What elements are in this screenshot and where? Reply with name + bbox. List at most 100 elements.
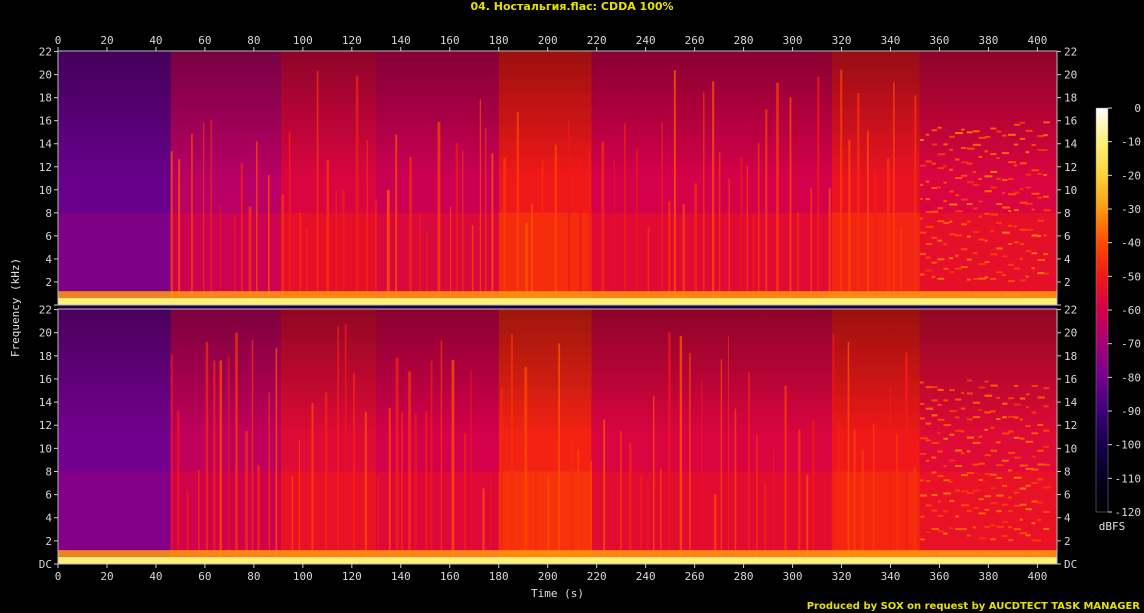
transient-streak-ch2 bbox=[364, 412, 367, 564]
colorbar-tick-label: -90 bbox=[1121, 405, 1141, 418]
harmonic-dash-ch1 bbox=[925, 133, 930, 136]
x-tick-label: 300 bbox=[783, 34, 803, 47]
harmonic-dash-ch2 bbox=[925, 407, 934, 410]
transient-streak-ch2 bbox=[629, 443, 632, 564]
colorbar-tick-label: -50 bbox=[1121, 270, 1141, 283]
harmonic-dash-ch1 bbox=[937, 153, 946, 156]
x-tick-label: 0 bbox=[55, 34, 62, 47]
y-tick-label: 8 bbox=[45, 465, 52, 478]
harmonic-dash-ch2 bbox=[949, 389, 955, 392]
harmonic-dash-ch1 bbox=[1019, 201, 1028, 204]
transient-streak-ch2 bbox=[720, 359, 722, 564]
transient-streak-ch2 bbox=[425, 411, 428, 564]
x-tick-label: 220 bbox=[587, 34, 607, 47]
harmonic-dash-ch2 bbox=[972, 489, 980, 492]
harmonic-dash-ch1 bbox=[937, 207, 943, 210]
colorbar-tick-label: -10 bbox=[1121, 136, 1141, 149]
harmonic-dash-ch1 bbox=[937, 126, 942, 129]
harmonic-dash-ch1 bbox=[931, 143, 937, 146]
y-tick-label: 20 bbox=[39, 69, 52, 82]
harmonic-dash-ch1 bbox=[919, 273, 925, 276]
harmonic-dash-ch1 bbox=[949, 257, 953, 260]
harmonic-dash-ch2 bbox=[937, 514, 944, 517]
harmonic-dash-ch1 bbox=[1043, 195, 1049, 198]
harmonic-dash-ch1 bbox=[1019, 121, 1025, 124]
chart-title: 04. Ностальгия.flac: CDDA 100% bbox=[470, 0, 674, 13]
harmonic-dash-ch1 bbox=[1013, 123, 1021, 126]
harmonic-dash-ch1 bbox=[978, 263, 986, 266]
harmonic-dash-ch2 bbox=[931, 399, 938, 402]
harmonic-dash-ch2 bbox=[972, 463, 980, 466]
harmonic-dash-ch2 bbox=[996, 441, 1001, 444]
harmonic-dash-ch2 bbox=[949, 480, 953, 483]
harmonic-dash-ch2 bbox=[955, 416, 960, 419]
harmonic-dash-ch1 bbox=[949, 190, 954, 193]
transient-streak-ch1 bbox=[636, 149, 638, 305]
harmonic-dash-ch2 bbox=[1037, 423, 1044, 426]
harmonic-dash-ch1 bbox=[1037, 235, 1041, 238]
y-tick-label: 2 bbox=[1064, 276, 1071, 289]
harmonic-dash-ch1 bbox=[955, 267, 962, 270]
harmonic-dash-ch1 bbox=[937, 277, 945, 280]
harmonic-dash-ch1 bbox=[937, 220, 945, 223]
harmonic-dash-ch2 bbox=[966, 418, 973, 421]
colorbar-tick-label: -110 bbox=[1115, 472, 1142, 485]
harmonic-dash-ch1 bbox=[937, 239, 942, 242]
harmonic-dash-ch1 bbox=[984, 276, 989, 279]
harmonic-dash-ch1 bbox=[1031, 252, 1038, 255]
transient-streak-ch2 bbox=[797, 429, 801, 564]
harmonic-dash-ch1 bbox=[1002, 255, 1008, 258]
transient-streak-ch1 bbox=[892, 82, 895, 305]
transient-streak-ch1 bbox=[673, 70, 676, 305]
harmonic-dash-ch1 bbox=[1037, 196, 1043, 199]
harmonic-dash-ch2 bbox=[984, 394, 993, 397]
harmonic-dash-ch2 bbox=[1008, 415, 1015, 418]
harmonic-dash-ch1 bbox=[931, 236, 937, 239]
transient-streak-ch2 bbox=[257, 465, 260, 564]
harmonic-dash-ch1 bbox=[949, 220, 953, 223]
harmonic-dash-ch2 bbox=[937, 530, 944, 533]
harmonic-dash-ch2 bbox=[925, 480, 931, 483]
dc-band-ch1 bbox=[58, 298, 1057, 305]
transient-streak-ch2 bbox=[451, 359, 455, 564]
harmonic-dash-ch2 bbox=[990, 426, 995, 429]
transient-streak-ch1 bbox=[203, 122, 205, 305]
transient-streak-ch1 bbox=[623, 123, 626, 306]
harmonic-dash-ch2 bbox=[972, 416, 981, 419]
transient-streak-ch2 bbox=[558, 343, 561, 564]
harmonic-dash-ch2 bbox=[984, 428, 988, 431]
transient-streak-ch2 bbox=[414, 413, 417, 564]
y-tick-label: 8 bbox=[1064, 465, 1071, 478]
harmonic-dash-ch1 bbox=[919, 217, 923, 220]
x-tick-label: 100 bbox=[293, 34, 313, 47]
harmonic-dash-ch1 bbox=[972, 171, 977, 174]
transient-streak-ch1 bbox=[810, 188, 813, 305]
y-tick-label: 18 bbox=[1064, 350, 1077, 363]
harmonic-dash-ch1 bbox=[919, 253, 926, 256]
harmonic-dash-ch2 bbox=[925, 504, 932, 507]
harmonic-dash-ch2 bbox=[1031, 482, 1038, 485]
y-tick-label: 18 bbox=[39, 92, 52, 105]
transient-streak-ch1 bbox=[248, 206, 252, 305]
harmonic-dash-ch1 bbox=[1019, 137, 1026, 140]
harmonic-dash-ch2 bbox=[1019, 532, 1028, 535]
y-tick-label: 10 bbox=[1064, 442, 1077, 455]
transient-streak-ch2 bbox=[245, 431, 248, 564]
harmonic-dash-ch2 bbox=[1025, 440, 1033, 443]
colorbar-tick-label: -60 bbox=[1121, 304, 1141, 317]
harmonic-dash-ch1 bbox=[990, 153, 997, 156]
harmonic-dash-ch2 bbox=[919, 381, 924, 384]
transient-streak-ch2 bbox=[832, 333, 835, 564]
harmonic-dash-ch2 bbox=[972, 526, 976, 529]
transient-streak-ch1 bbox=[233, 215, 236, 305]
x-tick-label: 360 bbox=[930, 570, 950, 583]
harmonic-dash-ch2 bbox=[919, 494, 927, 497]
harmonic-dash-ch1 bbox=[1002, 134, 1007, 137]
harmonic-dash-ch1 bbox=[961, 174, 968, 177]
x-tick-label: 220 bbox=[587, 570, 607, 583]
y-tick-label: 2 bbox=[1064, 535, 1071, 548]
transient-streak-ch2 bbox=[186, 491, 189, 564]
harmonic-dash-ch2 bbox=[931, 471, 937, 474]
harmonic-dash-ch2 bbox=[972, 506, 980, 509]
harmonic-dash-ch2 bbox=[943, 532, 948, 535]
